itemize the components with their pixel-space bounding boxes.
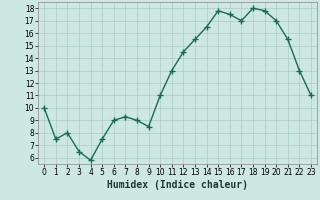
X-axis label: Humidex (Indice chaleur): Humidex (Indice chaleur): [107, 180, 248, 190]
